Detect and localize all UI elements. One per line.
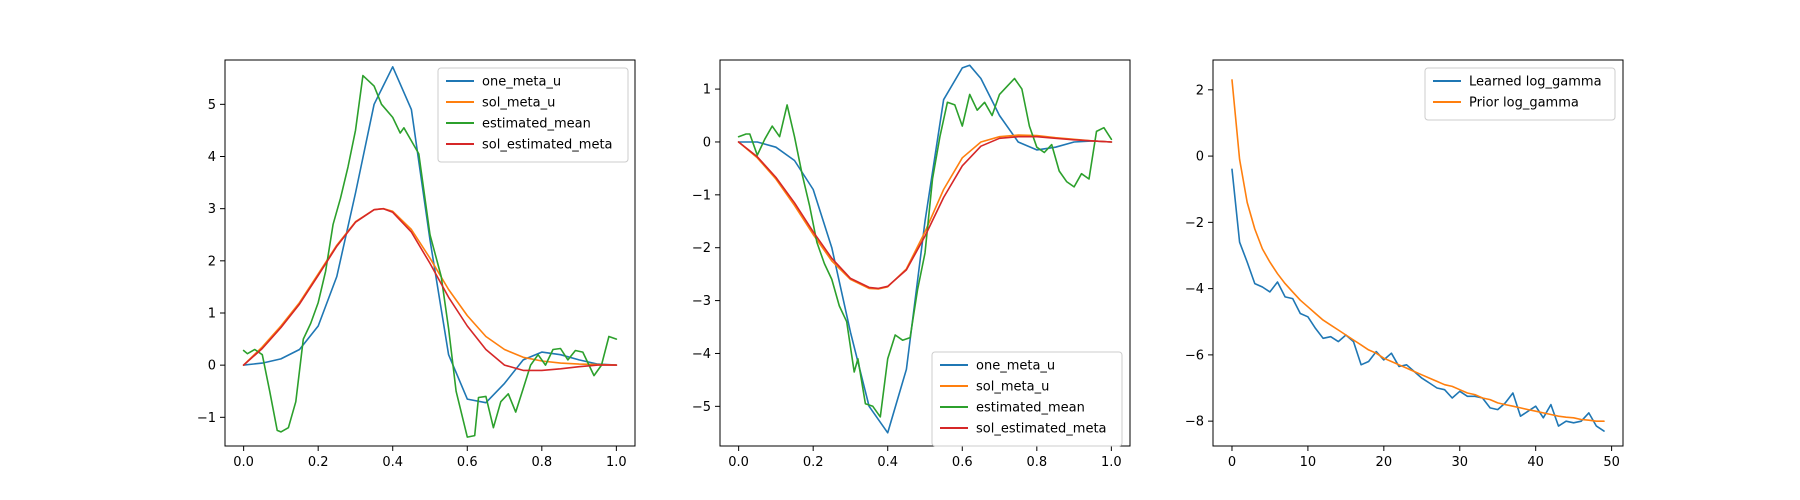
y-tick-label: 0 [208,359,216,374]
chart-panel-3: 0 10 20 30 40 50 −8 −6 −4 −2 0 2 Learned log_gamma Pr… [1185,59,1624,470]
legend-label: sol_estimated_meta [976,422,1107,437]
legend-label: Prior log_gamma [1469,96,1579,111]
x-tick-label: 0.4 [382,455,403,470]
series-line-learned-log-gamma [1231,168,1605,432]
y-tick-label: −3 [692,294,711,309]
legend-label: sol_estimated_meta [482,138,613,153]
x-tick-label: 0.0 [233,455,254,470]
legend: one_meta_u sol_meta_u estimated_mean sol_es… [931,351,1123,447]
legend-label: sol_meta_u [482,96,555,111]
series-line-sol-estimated-meta [737,135,1113,290]
x-tick-label: 0.0 [728,455,749,470]
series-line-one-meta-u [737,64,1113,434]
x-tick-label: 0.8 [1026,455,1047,470]
y-tick-label: 2 [1196,83,1204,98]
y-tick-label: 1 [703,83,711,98]
axes-frame [719,59,1131,447]
y-tick-label: 0 [1196,150,1204,165]
series-line-sol-meta-u [242,207,618,366]
series-group [1231,79,1605,432]
y-tick-label: 4 [208,150,216,165]
axes-frame [224,59,636,447]
y-tick-label: −6 [1185,348,1204,363]
x-tick-label: 40 [1527,455,1544,470]
x-tick-label: 0 [1228,455,1236,470]
legend: one_meta_u sol_meta_u estimated_mean sol_es… [437,67,629,163]
x-tick-label: 0.2 [803,455,824,470]
axes-frame [1212,59,1624,447]
y-tick-label: −1 [197,411,216,426]
chart-panel-1: 0.0 0.2 0.4 0.6 0.8 1.0 −1 0 1 2 3 4 5 one_meta_u sol_… [197,59,636,470]
y-tick-label: 1 [208,306,216,321]
y-tick-label: 5 [208,98,216,113]
x-tick-label: 0.6 [952,455,973,470]
legend-box [1424,67,1616,121]
y-tick-label: −2 [1185,216,1204,231]
y-tick-label: 2 [208,254,216,269]
series-line-prior-log-gamma [1231,79,1605,423]
x-tick-label: 0.6 [457,455,478,470]
y-tick-label: −1 [692,188,711,203]
legend-label: one_meta_u [976,359,1055,374]
legend-label: Learned log_gamma [1469,75,1602,90]
series-line-one-meta-u [242,66,618,404]
legend-label: estimated_mean [976,401,1085,416]
y-tick-label: −4 [692,347,711,362]
legend-box [437,67,629,163]
x-tick-label: 10 [1300,455,1317,470]
x-tick-label: 20 [1376,455,1393,470]
y-tick-label: 3 [208,202,216,217]
x-tick-label: 30 [1451,455,1468,470]
series-line-estimated-mean [242,74,618,438]
y-tick-label: −5 [692,400,711,415]
chart-panel-2: 0.0 0.2 0.4 0.6 0.8 1.0 −5 −4 −3 −2 −1 0 1 one_meta_u… [692,59,1131,470]
legend-label: one_meta_u [482,75,561,90]
x-tick-label: 0.4 [877,455,898,470]
legend-label: sol_meta_u [976,380,1049,395]
series-line-estimated-mean [737,77,1113,418]
x-tick-label: 1.0 [606,455,627,470]
legend-label: estimated_mean [482,117,591,132]
x-tick-label: 1.0 [1101,455,1122,470]
legend-box [931,351,1123,447]
x-tick-label: 0.8 [531,455,552,470]
series-line-sol-meta-u [737,134,1113,290]
series-group [737,64,1113,434]
y-tick-label: −4 [1185,282,1204,297]
series-group [242,66,618,438]
y-tick-label: −8 [1185,415,1204,430]
y-tick-label: −2 [692,241,711,256]
series-line-sol-estimated-meta [242,207,618,372]
x-tick-label: 50 [1603,455,1620,470]
y-tick-label: 0 [703,135,711,150]
legend: Learned log_gamma Prior log_gamma [1424,67,1616,121]
x-tick-label: 0.2 [308,455,329,470]
